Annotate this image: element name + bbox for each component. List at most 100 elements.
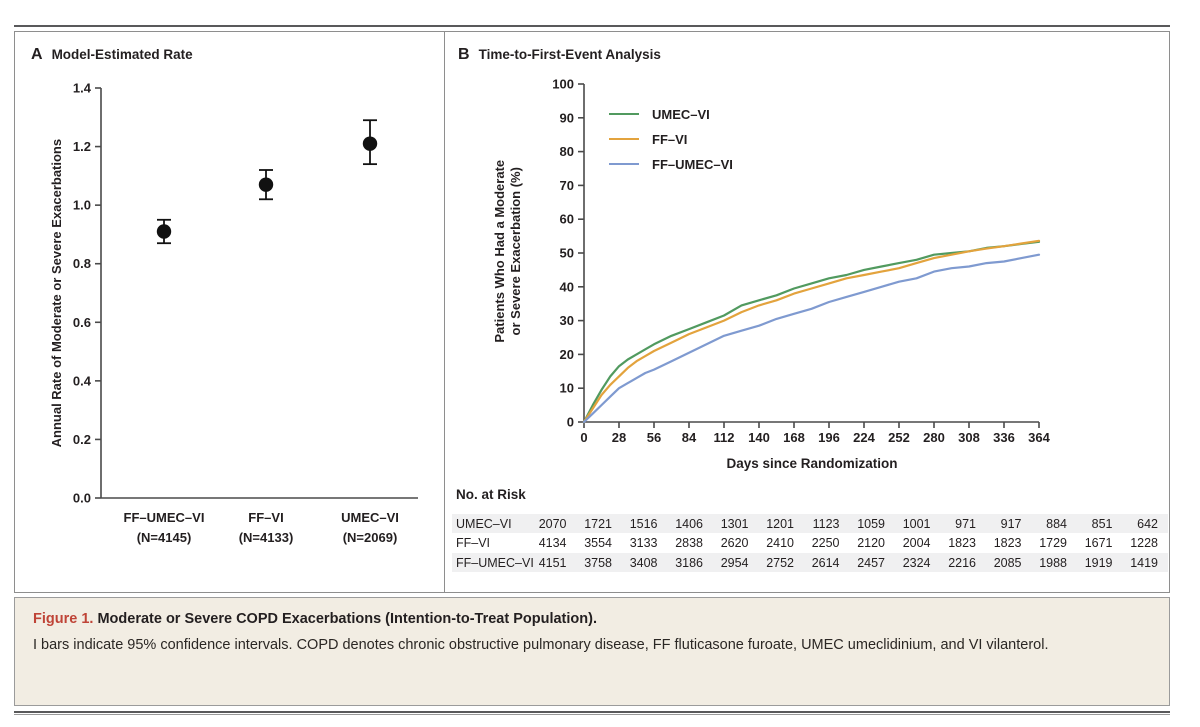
panel-b-x-tick-label: 308 [958,430,980,445]
panel-b-x-tick-label: 252 [888,430,910,445]
risk-value-cell: 2838 [675,536,703,550]
risk-value-cell: 1301 [720,516,749,531]
legend-label-ff-vi: FF–VI [652,131,688,147]
panel-b-title-text: Time-to-First-Event Analysis [478,47,661,62]
risk-value-cell: 1406 [675,516,703,531]
risk-value-cell: 2752 [766,555,794,570]
panel-a-letter: A [31,46,43,63]
legend-line-swatch-ff-vi [609,138,639,140]
risk-value-cell: 3758 [584,555,612,570]
panel-b-y-tick-label: 30 [560,313,574,328]
category-group-name: UMEC–VI [341,510,399,525]
risk-value-cell: 1671 [1084,536,1113,550]
risk-value-cell: 2614 [811,555,840,570]
legend-row-ff-vi: FF–VI [609,131,733,147]
risk-value-cell: 3133 [629,536,658,550]
risk-value-cell: 1228 [1130,536,1158,550]
risk-value-cell: 2620 [720,536,749,550]
category-n-label: (N=4133) [238,530,294,546]
category-label-umec-vi: UMEC–VI (N=2069) [341,508,399,548]
panel-b-x-tick-label: 140 [748,430,770,445]
risk-row-ff-vi: FF–VI 4134 3554 3133 2838 2620 2410 2250 2120 200… [452,534,1168,553]
panel-b-legend: UMEC–VI FF–VI FF–UMEC–VI [609,106,733,172]
panel-b-x-tick-label: 336 [993,430,1015,445]
risk-value-cell: 971 [955,516,976,531]
panel-b-y-tick-label: 50 [560,246,574,261]
risk-row-label: UMEC–VI [456,516,512,531]
risk-row-label: FF–UMEC–VI [456,555,534,570]
risk-value-cell: 2324 [902,555,931,570]
category-group-name: FF–UMEC–VI [123,510,205,525]
risk-row-ff-umec-vi: FF–UMEC–VI 4151 3758 3408 3186 2954 2752 2614 24… [452,553,1168,572]
panel-b-y-tick-label: 60 [560,212,574,227]
panel-b-y-tick-label: 40 [560,279,574,294]
panel-b-y-tick-label: 0 [567,415,574,430]
risk-value-cell: 642 [1137,516,1158,531]
risk-value-cell: 1823 [993,536,1022,550]
risk-value-cell: 1059 [857,516,885,531]
panel-b-title: B Time-to-First-Event Analysis [458,46,661,64]
figure-panels-box: A Model-Estimated Rate B Time-to-First-E… [14,31,1170,593]
no-at-risk-title: No. at Risk [456,487,526,502]
risk-value-cell: 3186 [675,555,703,570]
risk-value-cell: 2954 [720,555,749,570]
category-label-ff-vi: FF–VI (N=4133) [239,508,294,548]
panel-b-x-tick-label: 364 [1028,430,1050,445]
risk-value-cell: 2457 [857,555,885,570]
caption-title-line: Figure 1. Moderate or Severe COPD Exacer… [33,611,1149,627]
caption-title-text: Moderate or Severe COPD Exacerbations (I… [97,611,597,627]
risk-value-cell: 884 [1046,516,1067,531]
legend-row-ff-umec-vi: FF–UMEC–VI [609,156,733,172]
category-n-label: (N=2069) [342,530,398,546]
charts-canvas: 0.0 0.2 0.4 0.6 0.8 1.0 1.2 1.4 0 10 20 30 40 50 60 70 8… [73,77,1051,506]
rate-point-ff-vi [258,177,274,192]
risk-value-cell: 2250 [811,536,840,550]
risk-value-cell: 1729 [1039,536,1067,550]
panel-b-x-tick-label: 280 [923,430,945,445]
rate-point-umec-vi [362,136,378,151]
panel-b-y-tick-label: 70 [560,178,574,193]
panel-a-title-text: Model-Estimated Rate [51,47,193,62]
panel-a-y-tick-label: 1.2 [73,139,91,154]
panel-b-x-tick-label: 84 [682,430,697,445]
legend-line-swatch-umec-vi [609,113,639,115]
panel-a-y-tick-label: 1.4 [73,81,92,96]
top-rule [14,25,1170,27]
legend-row-umec-vi: UMEC–VI [609,106,733,122]
panel-divider [444,32,445,592]
risk-row-umec-vi: UMEC–VI 2070 1721 1516 1406 1301 1201 1123 1059 1… [452,514,1168,533]
category-label-ff-umec-vi: FF–UMEC–VI (N=4145) [124,508,205,548]
series-line-ff-umec-vi [582,253,1041,424]
risk-value-cell: 2120 [857,536,885,550]
risk-value-cell: 1823 [948,536,976,550]
panel-a-y-tick-label: 0.0 [73,491,91,506]
risk-value-cell: 4151 [538,555,567,570]
risk-value-cell: 851 [1091,516,1113,531]
legend-label-umec-vi: UMEC–VI [652,106,710,122]
risk-value-cell: 917 [1000,516,1022,531]
panel-a-y-tick-label: 0.2 [73,432,91,447]
caption-figure-label: Figure 1. [33,611,94,627]
panel-b-y-tick-label: 10 [560,381,574,396]
panel-b-x-tick-label: 56 [647,430,661,445]
panel-a-y-tick-label: 0.4 [73,373,92,388]
panel-b-y-tick-label: 20 [560,347,574,362]
category-n-label: (N=4145) [136,530,192,546]
risk-value-cell: 3554 [584,536,612,550]
rate-point-ff-umec-vi [156,224,172,239]
risk-row-label: FF–VI [456,536,491,550]
risk-value-cell: 1919 [1084,555,1113,570]
risk-value-cell: 1988 [1039,555,1067,570]
legend-label-ff-umec-vi: FF–UMEC–VI [652,156,733,172]
panel-b-x-tick-label: 112 [714,430,735,445]
category-group-name: FF–VI [248,510,284,525]
panel-b-x-tick-label: 224 [853,430,875,445]
panel-a-y-tick-label: 0.8 [73,256,91,271]
risk-value-cell: 3408 [629,555,658,570]
panel-a-y-tick-label: 0.6 [73,315,91,330]
series-line-umec-vi [582,240,1041,424]
risk-value-cell: 2216 [948,555,976,570]
risk-value-cell: 2085 [993,555,1022,570]
risk-value-cell: 1516 [629,516,658,531]
